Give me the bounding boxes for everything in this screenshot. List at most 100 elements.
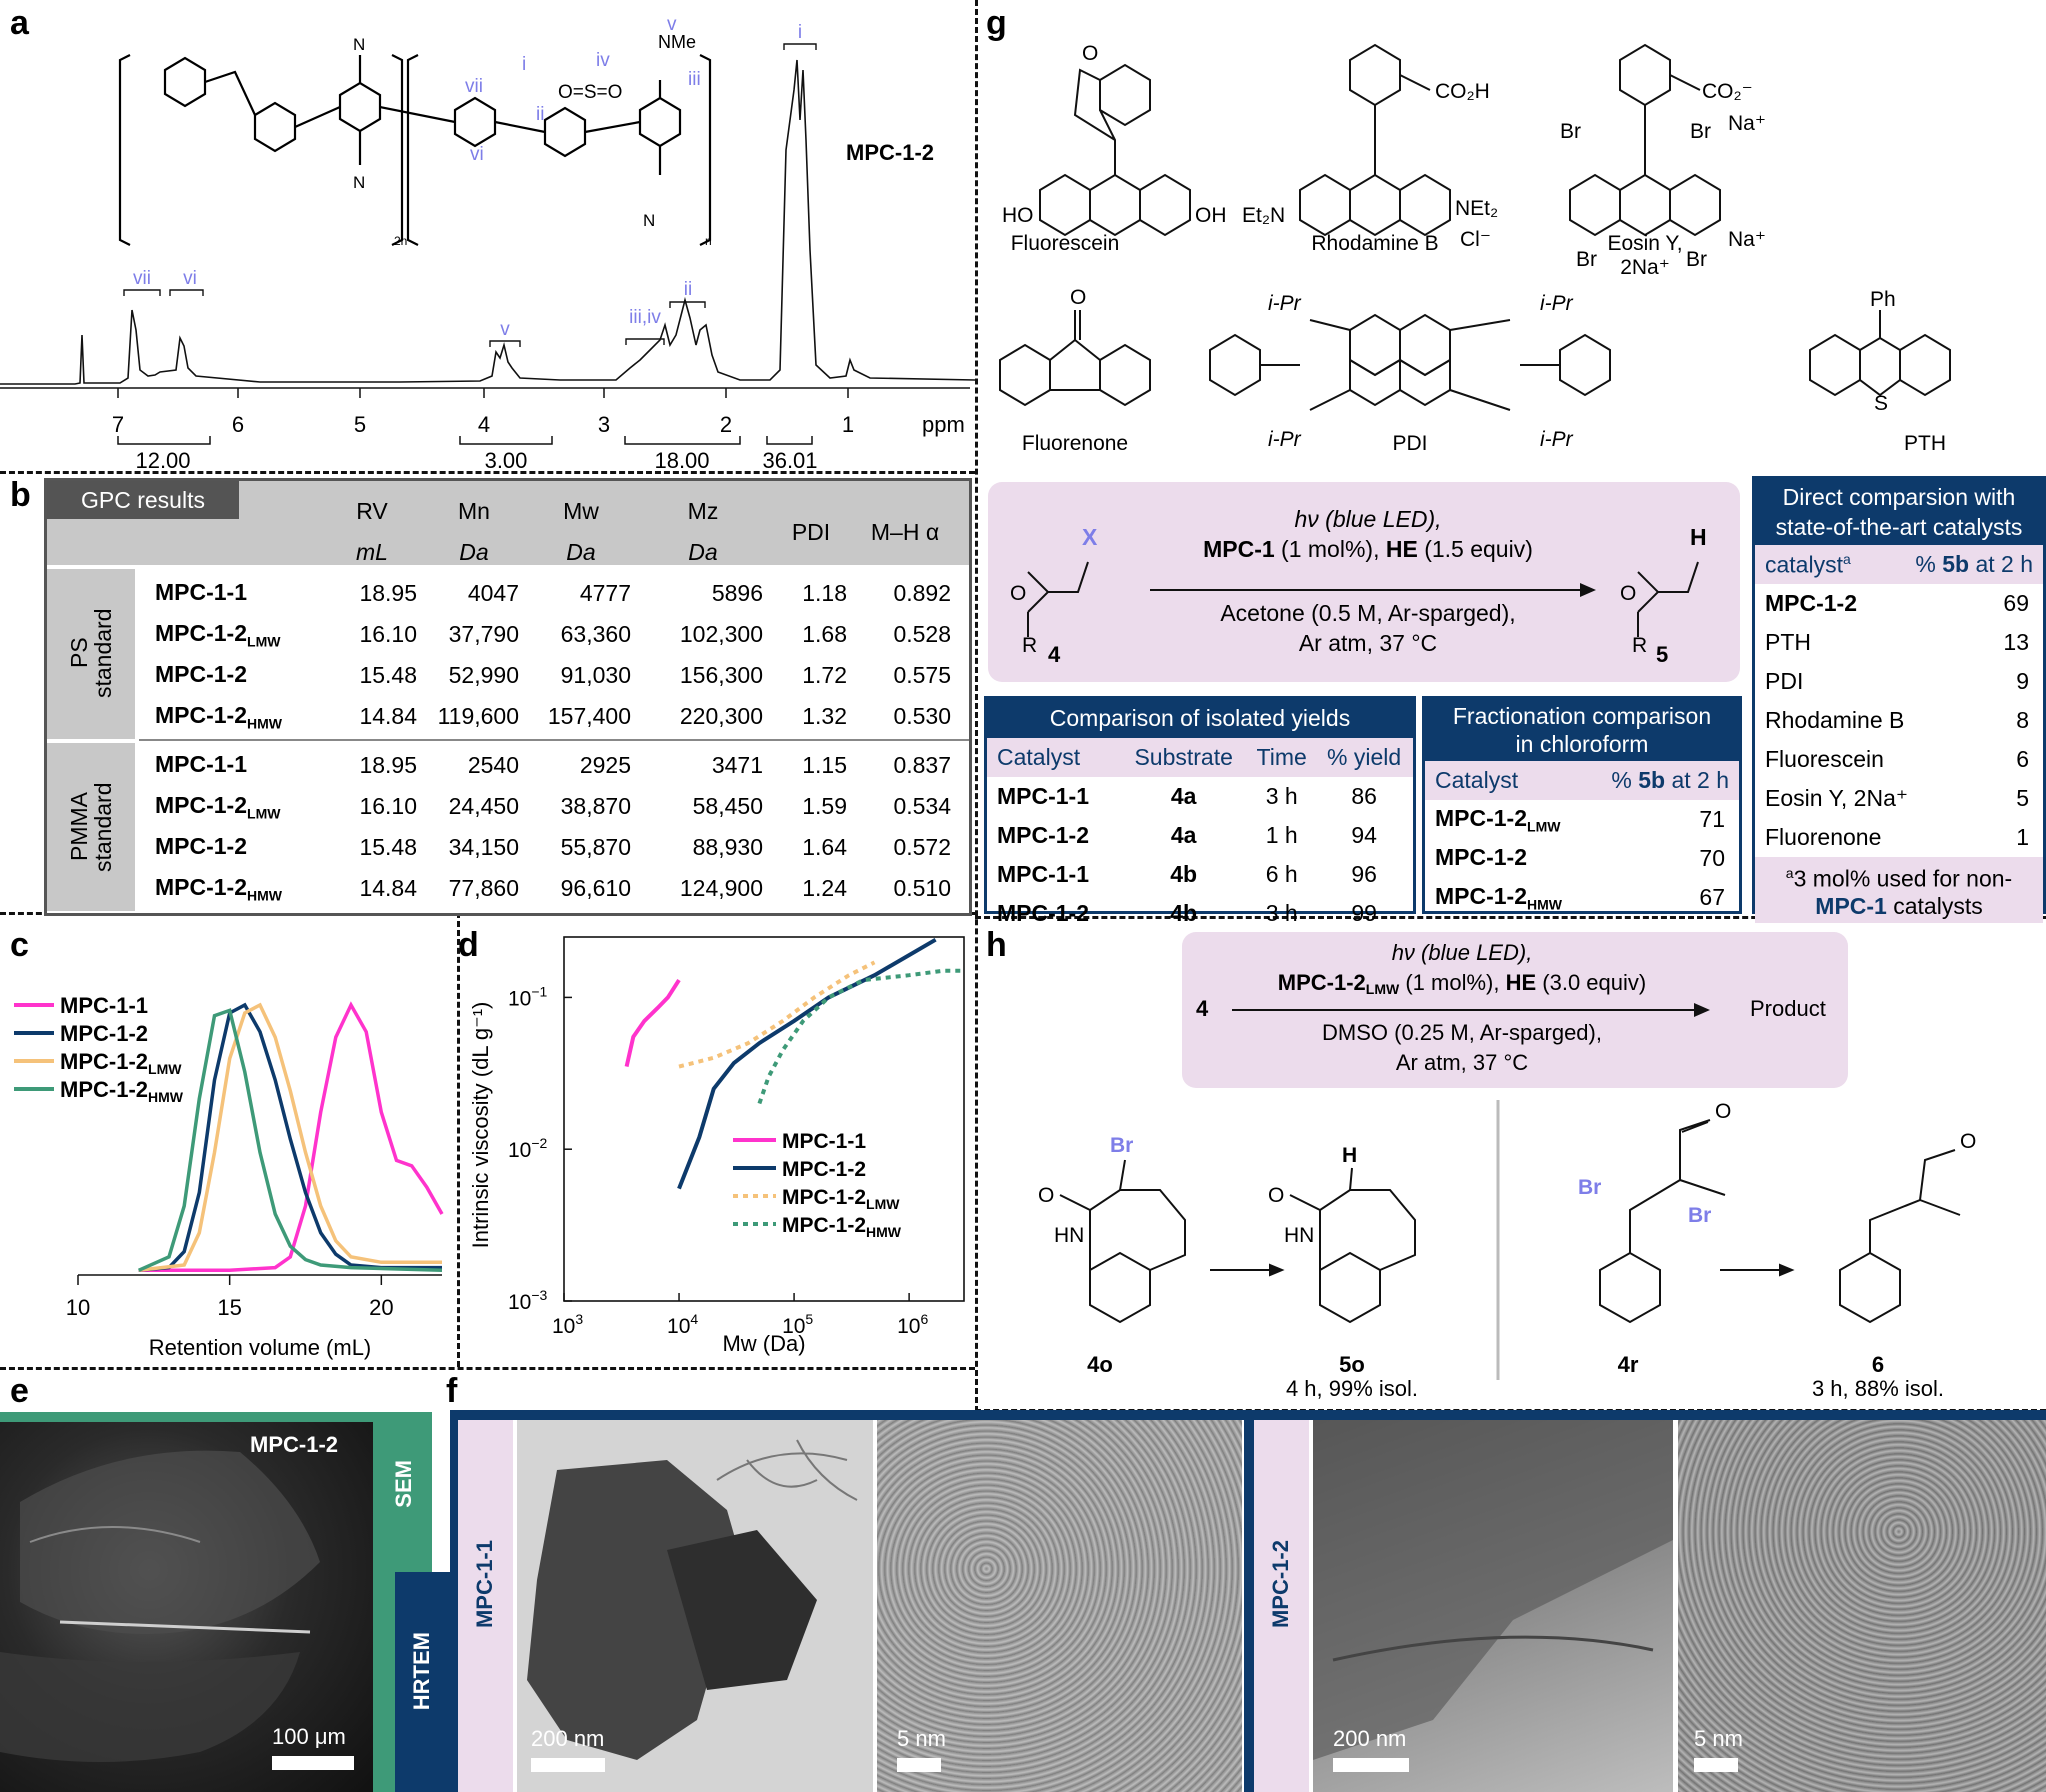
peak-label: ii (684, 279, 692, 300)
tem-scale-text: 200 nm (531, 1726, 605, 1751)
rhodamine-name: Rhodamine B (1311, 232, 1438, 255)
d-y-label: Intrinsic viscosity (dL g⁻¹) (468, 1002, 493, 1249)
gpc-cell: 0.528 (893, 621, 951, 647)
d-x-tick-label: 103 (552, 1311, 583, 1338)
direct-cell: 13 (2003, 629, 2029, 655)
panel-label-b: b (10, 476, 31, 514)
fraction-cell: 70 (1699, 845, 1725, 871)
nmr-tick: 1 (842, 412, 854, 437)
sub-2n-label: 2n (394, 234, 407, 248)
bracket-mid-left (391, 54, 404, 246)
cn-top-label: N (353, 35, 365, 54)
fraction-cell: 67 (1699, 884, 1725, 910)
gpc-cell: 88,930 (692, 834, 763, 860)
direct-row: Fluorescein 6 (1755, 740, 2043, 779)
gpc-group-label: standard (90, 782, 116, 872)
divider (975, 916, 2046, 919)
fluorescein-ring (1039, 173, 1091, 237)
d-x-tick-label: 104 (667, 1311, 698, 1338)
nmr-compound-label: MPC-1-2 (846, 140, 934, 165)
struct-label-vii: vii (465, 76, 483, 97)
hrtem-frame-top (450, 1410, 2046, 1420)
tem-scale-bar (1694, 1758, 1738, 1772)
gpc-row: MPC-1-2LMW 16.10 37,790 63,360 102,300 1.68 0.… (147, 614, 957, 655)
peak-label: vii (133, 268, 151, 289)
isolated-cell: MPC-1-1 (997, 861, 1090, 887)
c-x-tick-label: 15 (217, 1295, 241, 1320)
direct-cell: 9 (2016, 668, 2029, 694)
atom-label: NEt₂ (1455, 197, 1498, 220)
panel-label-g: g (986, 4, 1007, 42)
hrtem-tag: HRTEM (395, 1572, 450, 1792)
gpc-sample-name: MPC-1-2HMW (155, 701, 283, 732)
compound-4o: 4o (1087, 1352, 1113, 1377)
atom-label: OH (1195, 204, 1227, 227)
bracket-right (699, 54, 712, 246)
direct-row: PDI 9 (1755, 662, 2043, 701)
atom-label: Br (1576, 248, 1597, 271)
integral-value: 36.01 (762, 448, 817, 470)
d-legend-label: MPC-1-2LMW (782, 1186, 900, 1212)
gpc-col-header: M–H α (870, 518, 940, 545)
d-x-label: Mw (Da) (722, 1331, 805, 1356)
fraction-row: MPC-1-2 70 (1425, 839, 1739, 878)
tem-image-mpc11-low: 200 nm (517, 1420, 873, 1792)
struct-label-i: i (522, 54, 526, 75)
isolated-yields-table: Comparison of isolated yields Catalyst S… (984, 696, 1416, 926)
isolated-header: Substrate (1134, 744, 1233, 770)
direct-comparison-table: Direct comparsion with state-of-the-art c… (1752, 476, 2046, 923)
scheme-g-sm: 4 (1048, 642, 1061, 667)
atom-label: Na⁺ (1728, 112, 1766, 135)
scheme-g-o: O (1620, 582, 1637, 605)
scheme-g-pr: 5 (1656, 642, 1669, 667)
hrtem-frame-left (450, 1410, 458, 1792)
gpc-sample-name: MPC-1-1 (155, 578, 248, 605)
atom-label: H (1342, 1144, 1357, 1167)
gpc-col-unit: Da (688, 539, 718, 565)
isolated-row: MPC-1-2 4b 3 h 99 (987, 894, 1413, 933)
atom-label: Br (1578, 1176, 1601, 1199)
gpc-cell: 52,990 (448, 662, 519, 688)
gpc-cell: 0.892 (893, 580, 951, 606)
gpc-cell: 1.68 (802, 621, 847, 647)
fraction-title: Fractionation comparison in chloroform (1425, 699, 1739, 761)
c-series-line (138, 1002, 442, 1273)
fluorenone-name: Fluorenone (1022, 432, 1128, 455)
pdi-name: PDI (1392, 432, 1427, 455)
d-y-tick-label: 10−1 (508, 983, 548, 1010)
gpc-cell: 77,860 (448, 875, 519, 901)
sulfone-label: O=S=O (558, 82, 622, 103)
eosin-name: Eosin Y, (1607, 232, 1682, 255)
atom-label: Br (1686, 248, 1707, 271)
gpc-cell: 0.534 (893, 793, 951, 819)
pth-name: PTH (1904, 432, 1946, 455)
gpc-cell: 1.18 (802, 580, 847, 606)
peak-label: vi (183, 268, 197, 289)
integral-value: 12.00 (135, 448, 190, 470)
direct-cell: 6 (2016, 746, 2029, 772)
scheme-g-r: R (1022, 634, 1038, 657)
gpc-cell: 4777 (579, 580, 631, 606)
panel-label-a: a (10, 4, 29, 42)
struct-label-ii: ii (536, 104, 544, 125)
direct-row: PTH 13 (1755, 623, 2043, 662)
isolated-cell: MPC-1-2 (997, 900, 1090, 926)
gpc-row: MPC-1-2HMW 14.84 119,600 157,400 220,300 1.32… (147, 696, 957, 737)
gpc-row: MPC-1-2HMW 14.84 77,860 96,610 124,900 1.24 0.… (147, 868, 957, 909)
gpc-group-ps: PS standard (47, 569, 135, 739)
nmr-tick: 5 (354, 412, 366, 437)
atom-label: O (1960, 1130, 1976, 1153)
isolated-header: % yield (1327, 744, 1402, 770)
gpc-row: MPC-1-1 18.95 2540 2925 3471 1.15 0.837 (147, 745, 957, 786)
fraction-cell: MPC-1-2 (1435, 843, 1528, 870)
gpc-sample-name: MPC-1-2 (155, 832, 248, 859)
gpc-cell: 1.24 (802, 875, 847, 901)
gpc-title: GPC results (47, 481, 239, 519)
gpc-cell: 119,600 (437, 703, 519, 729)
direct-cell: 1 (2016, 824, 2029, 850)
gpc-sample-name: MPC-1-2LMW (155, 619, 281, 650)
c-legend-label: MPC-1-2LMW (60, 1049, 182, 1077)
d-x-tick-label: 105 (782, 1311, 813, 1338)
atom-label: i-Pr (1268, 428, 1302, 451)
divider (975, 0, 978, 1412)
